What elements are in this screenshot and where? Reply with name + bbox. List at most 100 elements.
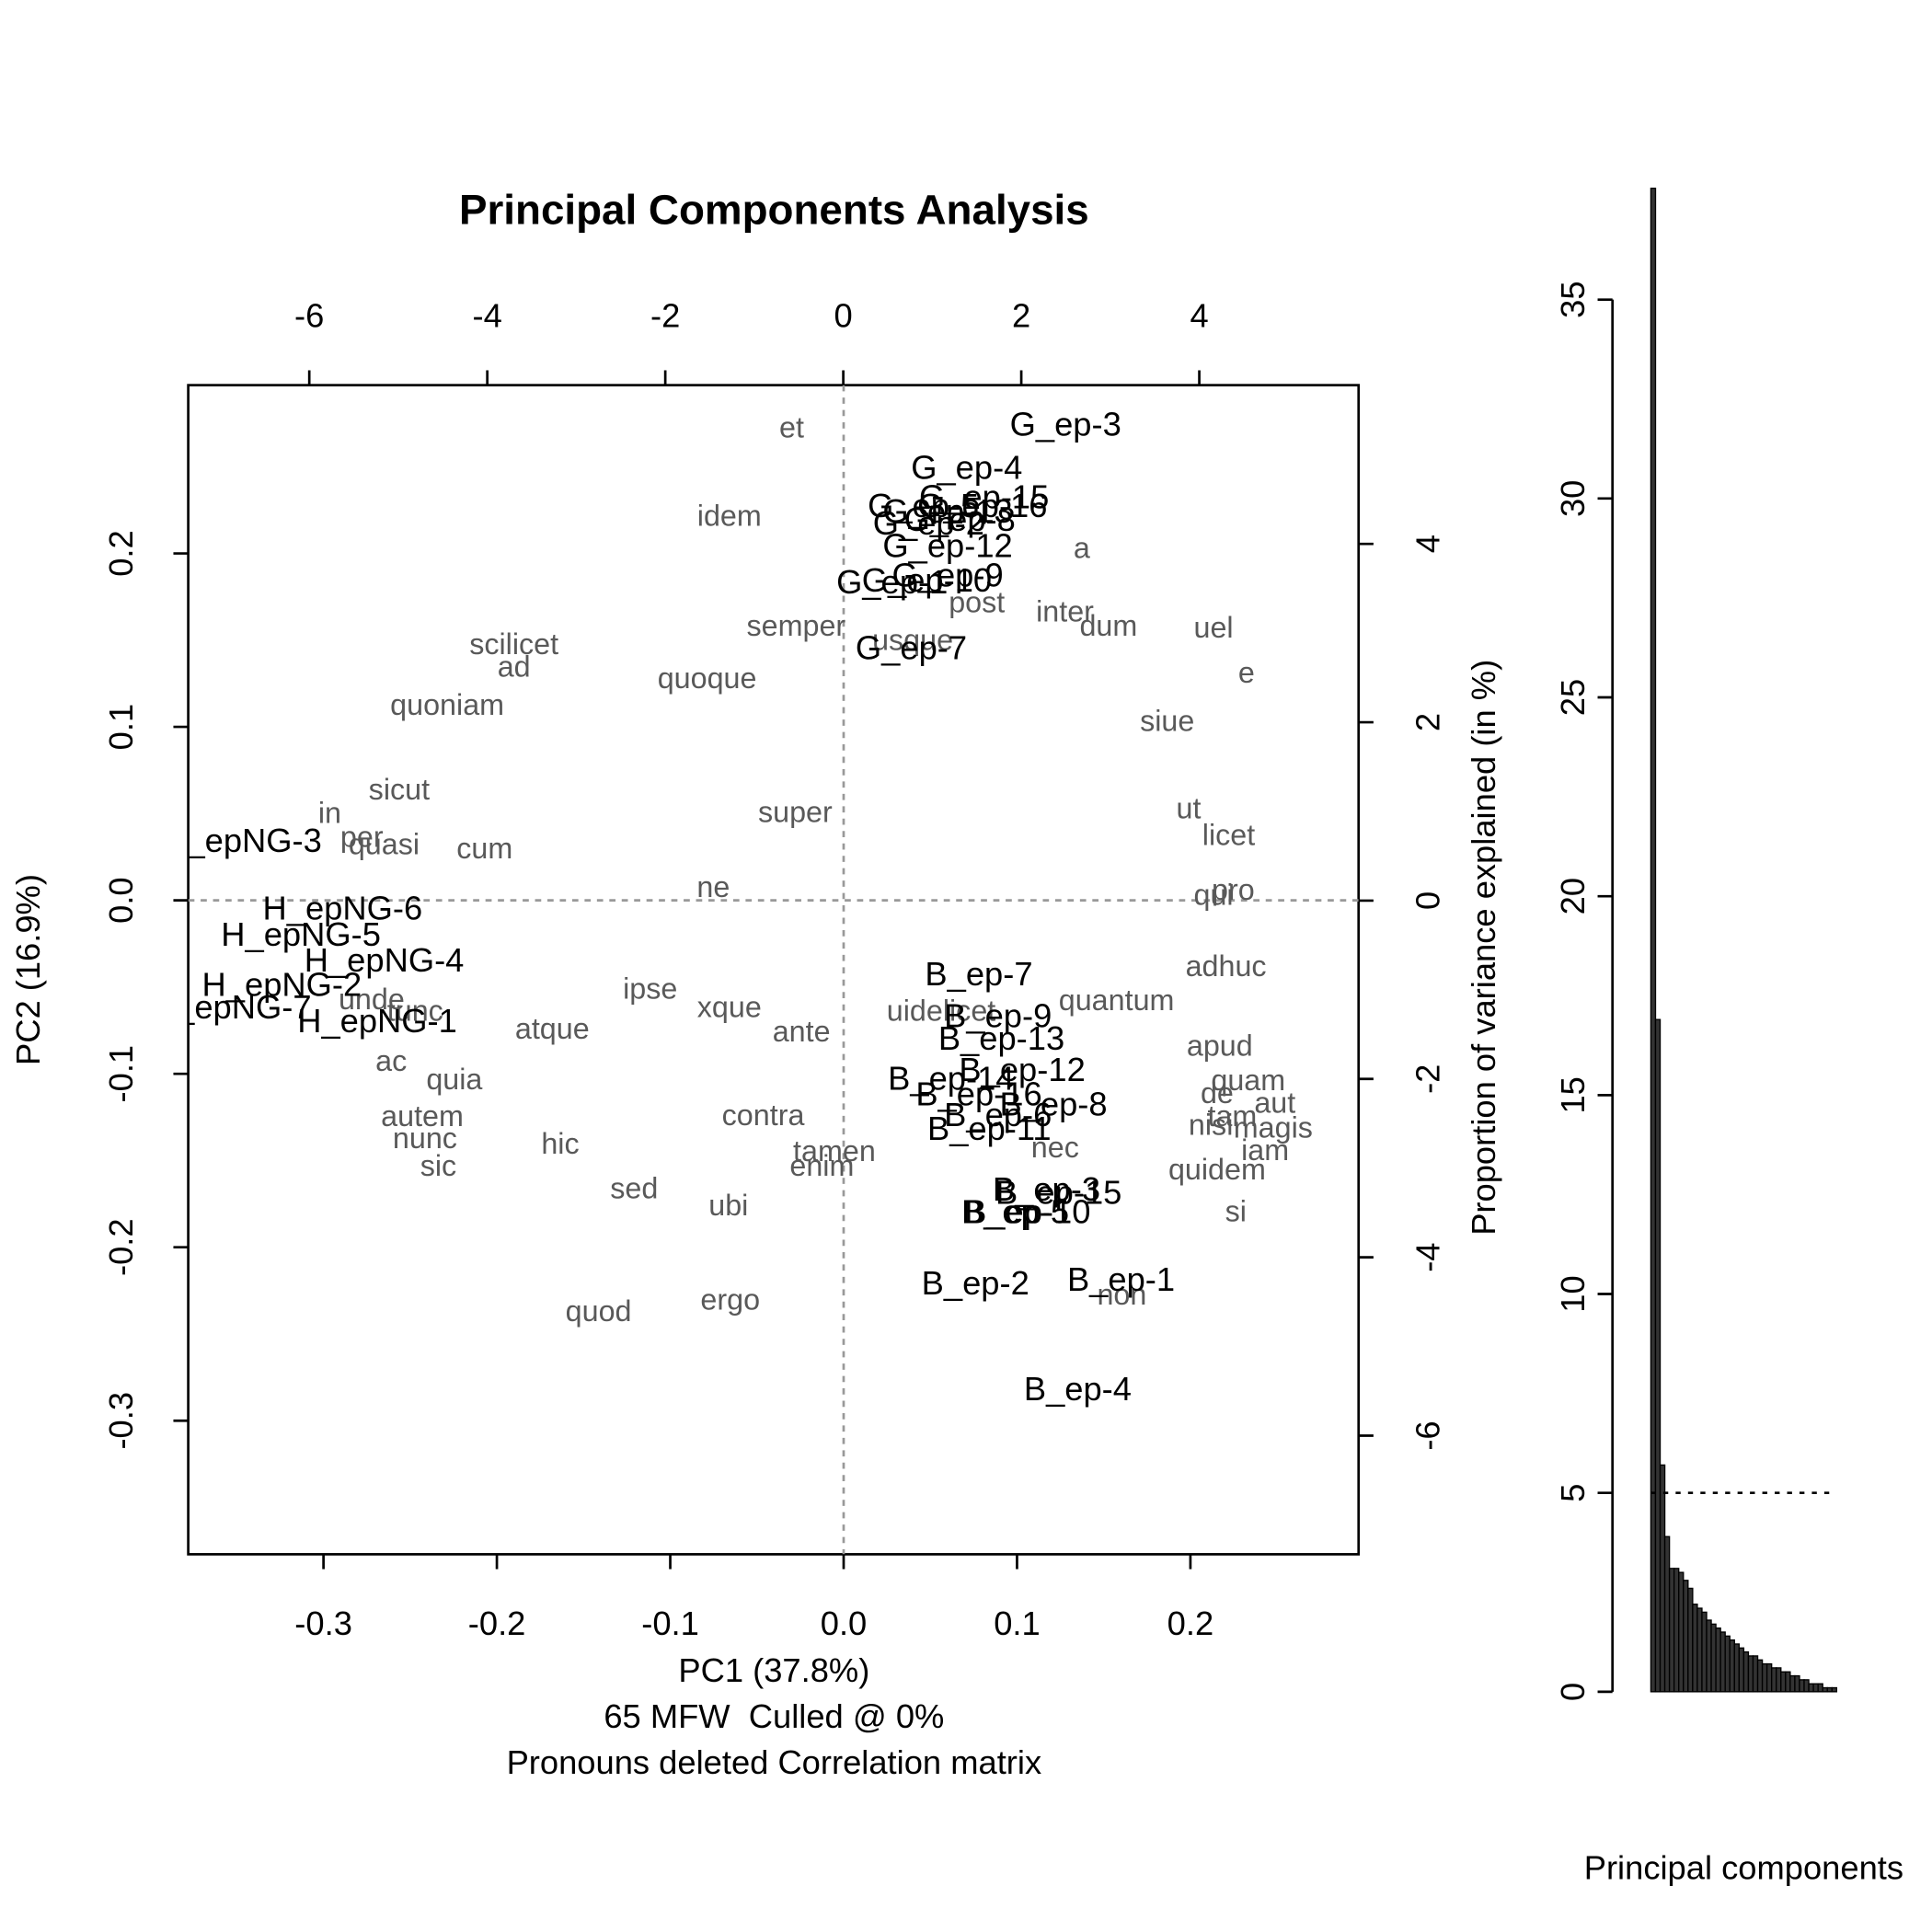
- y2-tick-label: 4: [1409, 535, 1446, 553]
- sample-label: B_ep-14: [888, 1059, 1014, 1097]
- x2-tick-label: -6: [294, 297, 324, 335]
- bar: [1706, 1619, 1712, 1693]
- loading-label: enim: [789, 1149, 854, 1182]
- bar: [1729, 1639, 1735, 1693]
- sample-label: B_ep-1: [1067, 1260, 1175, 1298]
- sample-label: G_ep-2: [873, 504, 984, 542]
- y2-tick-label: 2: [1409, 713, 1446, 731]
- bar: [1822, 1686, 1828, 1693]
- bar: [1719, 1631, 1726, 1693]
- loading-label: quidem: [1168, 1153, 1266, 1186]
- loading-label: scilicet: [469, 627, 558, 661]
- loading-label: aut: [1254, 1086, 1295, 1119]
- bar: [1715, 1627, 1721, 1693]
- bar: [1771, 1667, 1777, 1693]
- loading-label: e: [1238, 656, 1255, 689]
- sample-label: B_ep-6: [944, 1096, 1052, 1133]
- loading-label: uidelicet: [887, 995, 996, 1028]
- sample-label: G_ep-1: [836, 563, 948, 601]
- bar: [1812, 1683, 1819, 1693]
- bar: [1785, 1671, 1791, 1693]
- y-axis-label: Proportion of variance explained (in %): [1465, 660, 1502, 1236]
- sample-label: G_ep-4: [911, 449, 1022, 487]
- bar: [1696, 1607, 1703, 1693]
- bar: [1747, 1655, 1754, 1693]
- bar: [1738, 1647, 1745, 1693]
- loading-label: contra: [722, 1098, 805, 1132]
- y-tick-label: 30: [1554, 480, 1592, 517]
- bar: [1692, 1604, 1698, 1693]
- loading-label: sed: [610, 1171, 658, 1204]
- bar: [1803, 1679, 1810, 1693]
- loading-label: qui: [1193, 879, 1233, 912]
- bar: [1678, 1571, 1685, 1693]
- loading-label: ac: [375, 1044, 407, 1077]
- loading-label: quoniam: [390, 688, 504, 721]
- sample-label: B_ep-11: [927, 1110, 1052, 1147]
- loading-label: iam: [1241, 1133, 1289, 1167]
- bar: [1776, 1667, 1782, 1693]
- sample-label: B_ep-13: [938, 1019, 1064, 1057]
- x-axis-label: Principal components: [1584, 1848, 1903, 1886]
- sample-label: H_epNG-1: [297, 1002, 457, 1040]
- sample-label: G_ep-8: [904, 500, 1016, 538]
- y-tick-label: -0.3: [102, 1392, 140, 1450]
- x-tick-label: -0.1: [641, 1604, 699, 1642]
- subtitle: 65 MFW Culled @ 0%: [604, 1697, 944, 1735]
- loading-label: tamen: [793, 1134, 876, 1167]
- loading-label: usque: [872, 623, 953, 656]
- bar: [1650, 187, 1657, 1693]
- sample-label: B_ep-5: [961, 1192, 1069, 1230]
- loading-label: ipse: [623, 972, 677, 1005]
- loading-label: quantum: [1059, 983, 1175, 1017]
- loading-label: quod: [566, 1294, 632, 1328]
- bar: [1659, 1464, 1666, 1693]
- loading-label: quoque: [658, 661, 757, 695]
- loading-label: quasi: [349, 827, 420, 860]
- plot-frame: [187, 384, 1361, 1556]
- x2-tick-label: -4: [473, 297, 502, 335]
- y-tick-label: 15: [1554, 1076, 1592, 1113]
- loading-label: semper: [746, 609, 845, 642]
- y-tick-label: 25: [1554, 679, 1592, 716]
- loading-label: ergo: [700, 1283, 760, 1317]
- sample-label: G_ep-12: [882, 526, 1012, 564]
- bar: [1794, 1674, 1800, 1693]
- loading-label: ubi: [708, 1189, 748, 1222]
- y-tick-label: -0.1: [102, 1045, 140, 1103]
- loading-label: uel: [1193, 611, 1233, 644]
- loading-label: hic: [541, 1127, 579, 1160]
- loading-label: a: [1074, 532, 1090, 565]
- loading-label: apud: [1187, 1029, 1253, 1062]
- y2-tick-label: -2: [1409, 1064, 1446, 1094]
- loading-label: inter: [1036, 594, 1094, 627]
- sample-label: B_ep-12: [959, 1051, 1085, 1088]
- loading-label: et: [779, 411, 804, 444]
- loading-label: in: [318, 796, 341, 829]
- y-tick-label: 5: [1554, 1484, 1592, 1502]
- loading-label: post: [949, 586, 1005, 619]
- x-tick-label: -0.3: [294, 1604, 352, 1642]
- bar: [1789, 1674, 1796, 1693]
- bar: [1724, 1635, 1731, 1693]
- loading-label: cum: [456, 832, 512, 865]
- y-tick-label: 0: [1554, 1683, 1592, 1701]
- loading-label: sic: [420, 1149, 456, 1182]
- sample-label: H_epNG-6: [263, 890, 423, 927]
- loading-label: de: [1201, 1076, 1234, 1110]
- y-tick-label: 0.2: [102, 530, 140, 577]
- loading-label: magis: [1234, 1111, 1313, 1144]
- sample-label: G_ep-13: [882, 492, 1012, 530]
- sample-label: B_ep-16: [915, 1075, 1041, 1112]
- x-tick-label: 0.0: [821, 1604, 868, 1642]
- loading-label: si: [1225, 1195, 1247, 1228]
- loading-label: siue: [1140, 705, 1194, 738]
- loading-label: ut: [1176, 792, 1201, 825]
- y-axis-label: PC2 (16.9%): [9, 874, 47, 1065]
- y-tick-label: 0.0: [102, 877, 140, 924]
- sample-label: H_epNG-7: [152, 988, 312, 1026]
- bar: [1683, 1580, 1689, 1693]
- sample-label: H_epNG-3: [162, 822, 322, 859]
